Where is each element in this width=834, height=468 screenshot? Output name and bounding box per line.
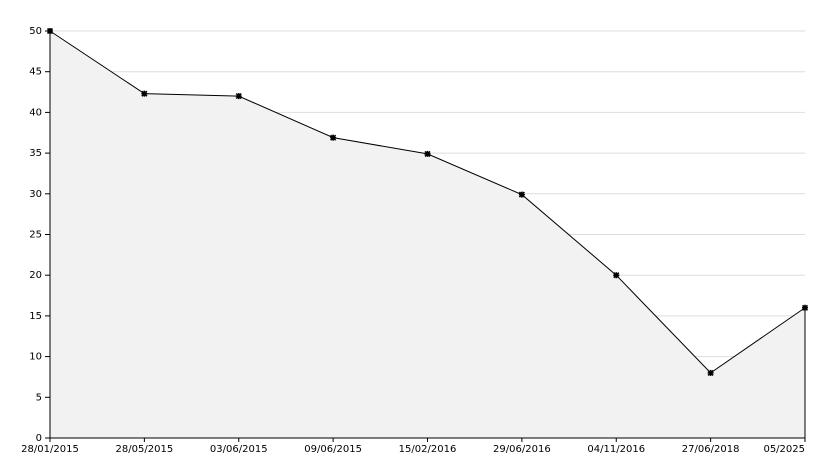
x-tick-label: 28/01/2015: [21, 444, 79, 455]
x-tick-label: 05/2025: [763, 444, 805, 455]
marker: [424, 150, 431, 157]
y-tick-label: 25: [29, 230, 42, 241]
marker: [613, 272, 620, 279]
marker: [518, 191, 525, 198]
x-tick-label: 29/06/2016: [493, 444, 551, 455]
y-tick-label: 30: [29, 189, 42, 200]
x-tick-label: 04/11/2016: [587, 444, 645, 455]
x-tick-label: 03/06/2015: [210, 444, 268, 455]
x-tick-label: 09/06/2015: [304, 444, 362, 455]
y-tick-label: 45: [29, 67, 42, 78]
x-tick-label: 28/05/2015: [116, 444, 174, 455]
y-tick-label: 5: [36, 392, 42, 403]
x-tick-label: 15/02/2016: [399, 444, 457, 455]
y-tick-label: 0: [36, 433, 42, 444]
y-tick-label: 15: [29, 311, 42, 322]
y-tick-label: 20: [29, 270, 42, 281]
y-tick-label: 10: [29, 352, 42, 363]
area: [50, 31, 805, 438]
x-tick-label: 27/06/2018: [682, 444, 740, 455]
marker: [235, 93, 242, 100]
y-tick-label: 40: [29, 107, 42, 118]
marker: [141, 90, 148, 97]
y-tick-label: 35: [29, 148, 42, 159]
marker: [707, 369, 714, 376]
y-tick-label: 50: [29, 26, 42, 37]
marker: [330, 134, 337, 141]
marker: [801, 304, 809, 311]
